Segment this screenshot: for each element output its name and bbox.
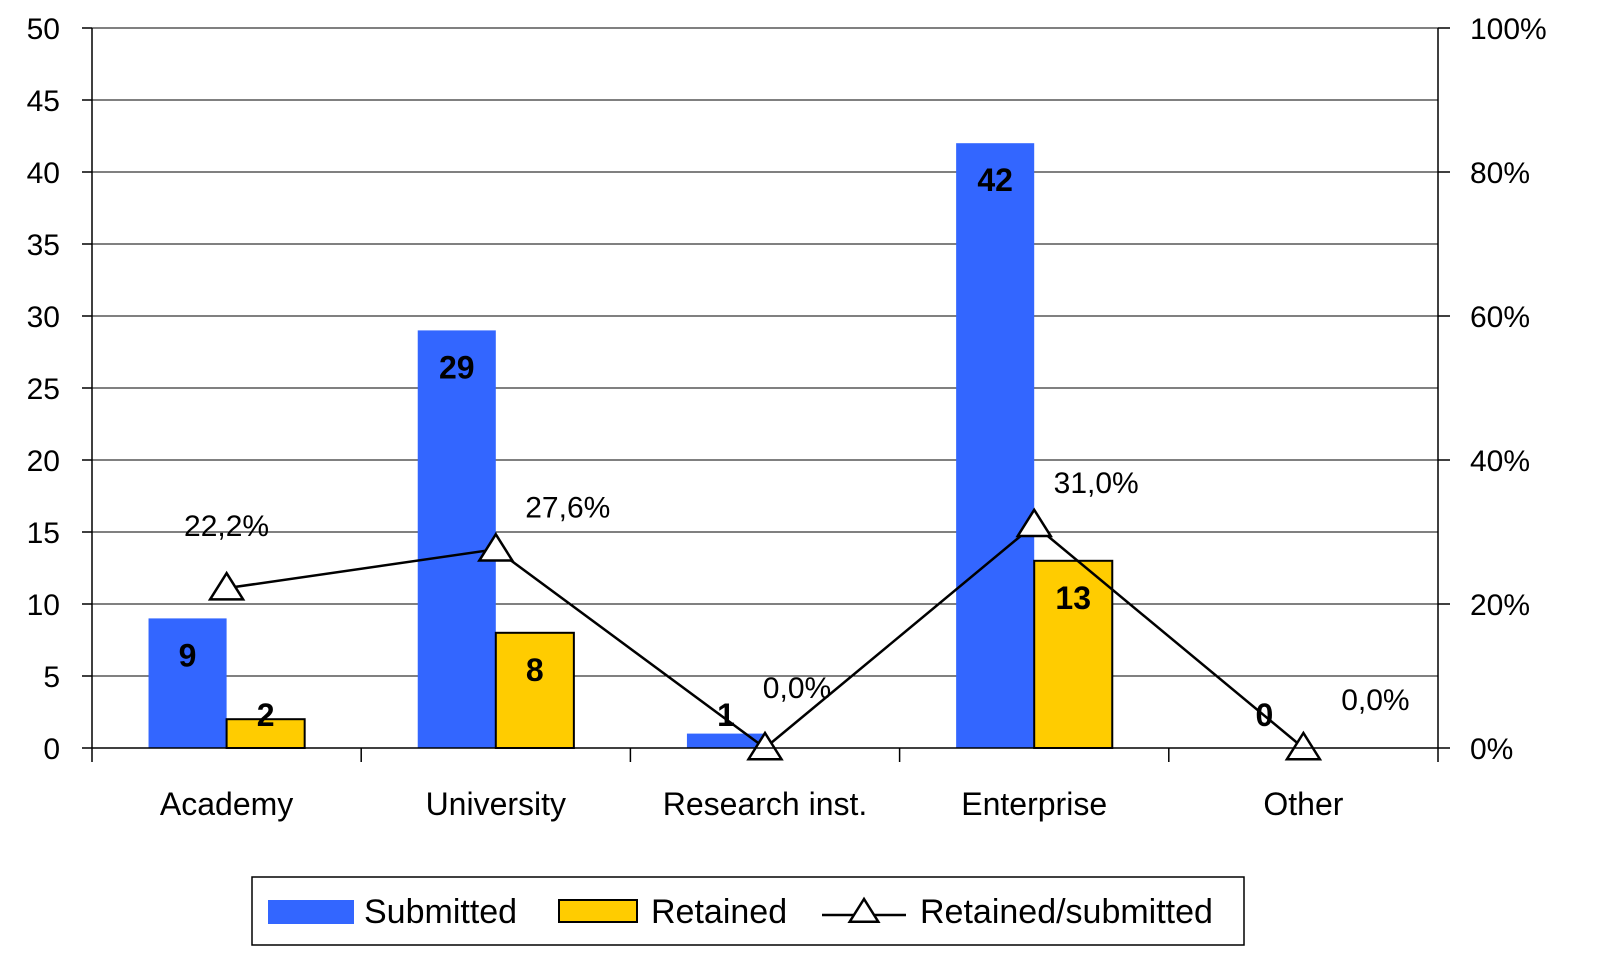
legend-label-ratio: Retained/submitted bbox=[920, 893, 1213, 931]
left-tick-label: 5 bbox=[43, 661, 60, 694]
ratio-label-0: 22,2% bbox=[184, 510, 269, 543]
legend: Submitted Retained Retained/submitted bbox=[251, 876, 1245, 946]
left-tick-label: 15 bbox=[27, 517, 60, 550]
ratio-label-1: 27,6% bbox=[525, 491, 610, 524]
left-axis: 0 5 10 15 20 25 30 35 40 45 50 bbox=[27, 13, 93, 766]
category-label: Academy bbox=[160, 786, 293, 822]
legend-swatch-retained bbox=[558, 899, 638, 923]
right-tick-label: 0% bbox=[1470, 733, 1513, 766]
x-axis: Academy University Research inst. Enterpris… bbox=[91, 747, 1439, 822]
left-tick-label: 30 bbox=[27, 301, 60, 334]
category-label: Research inst. bbox=[663, 786, 868, 822]
bar-submitted-2 bbox=[686, 733, 765, 748]
right-tick-label: 60% bbox=[1470, 301, 1530, 334]
bar-submitted-3 bbox=[956, 143, 1035, 748]
ratio-polyline bbox=[226, 523, 1305, 750]
left-tick-label: 10 bbox=[27, 589, 60, 622]
ratio-label-2: 0,0% bbox=[763, 672, 831, 705]
left-tick-label: 25 bbox=[27, 373, 60, 406]
right-tick-label: 80% bbox=[1470, 157, 1530, 190]
ratio-marker-2 bbox=[746, 730, 784, 761]
ratio-marker-1 bbox=[477, 531, 515, 562]
ratio-label-3: 31,0% bbox=[1054, 467, 1139, 500]
legend-swatch-submitted bbox=[268, 900, 354, 924]
category-label: University bbox=[426, 786, 566, 822]
bar-submitted-0 bbox=[148, 618, 227, 748]
bar-retained-3 bbox=[1033, 559, 1114, 749]
category-label: Enterprise bbox=[961, 786, 1107, 822]
category-label: Other bbox=[1263, 786, 1343, 822]
gridlines bbox=[92, 27, 1438, 677]
ratio-line: 22,2% 27,6% 0,0% 31,0% 0,0% bbox=[184, 467, 1410, 761]
bar-label-retained-1: 8 bbox=[526, 652, 544, 688]
bar-label-retained-3: 13 bbox=[1055, 580, 1091, 616]
left-tick-label: 20 bbox=[27, 445, 60, 478]
right-axis: 0% 20% 40% 60% 80% 100% bbox=[1437, 13, 1547, 766]
bar-retained-1 bbox=[494, 631, 575, 749]
left-tick-label: 0 bbox=[43, 733, 60, 766]
left-tick-label: 50 bbox=[27, 13, 60, 46]
legend-label-retained: Retained bbox=[651, 893, 787, 931]
ratio-marker-4 bbox=[1284, 730, 1323, 761]
right-tick-label: 20% bbox=[1470, 589, 1530, 622]
legend-box bbox=[251, 876, 1245, 946]
ratio-marker-0 bbox=[207, 570, 246, 601]
ratio-marker-3 bbox=[1015, 507, 1053, 538]
bar-retained-0 bbox=[225, 718, 306, 750]
left-tick-label: 35 bbox=[27, 229, 60, 262]
left-tick-label: 45 bbox=[27, 85, 60, 118]
bar-label-retained-0: 2 bbox=[257, 697, 275, 733]
right-tick-label: 40% bbox=[1470, 445, 1530, 478]
legend-triangle-icon bbox=[847, 896, 881, 923]
bar-submitted-1 bbox=[417, 330, 496, 748]
ratio-label-4: 0,0% bbox=[1341, 684, 1409, 717]
left-tick-label: 40 bbox=[27, 157, 60, 190]
bar-label-submitted-0: 9 bbox=[179, 637, 197, 673]
right-tick-label: 100% bbox=[1470, 13, 1547, 46]
legend-label-submitted: Submitted bbox=[364, 893, 517, 931]
bar-label-submitted-1: 29 bbox=[439, 349, 475, 385]
bar-label-submitted-3: 42 bbox=[977, 162, 1013, 198]
